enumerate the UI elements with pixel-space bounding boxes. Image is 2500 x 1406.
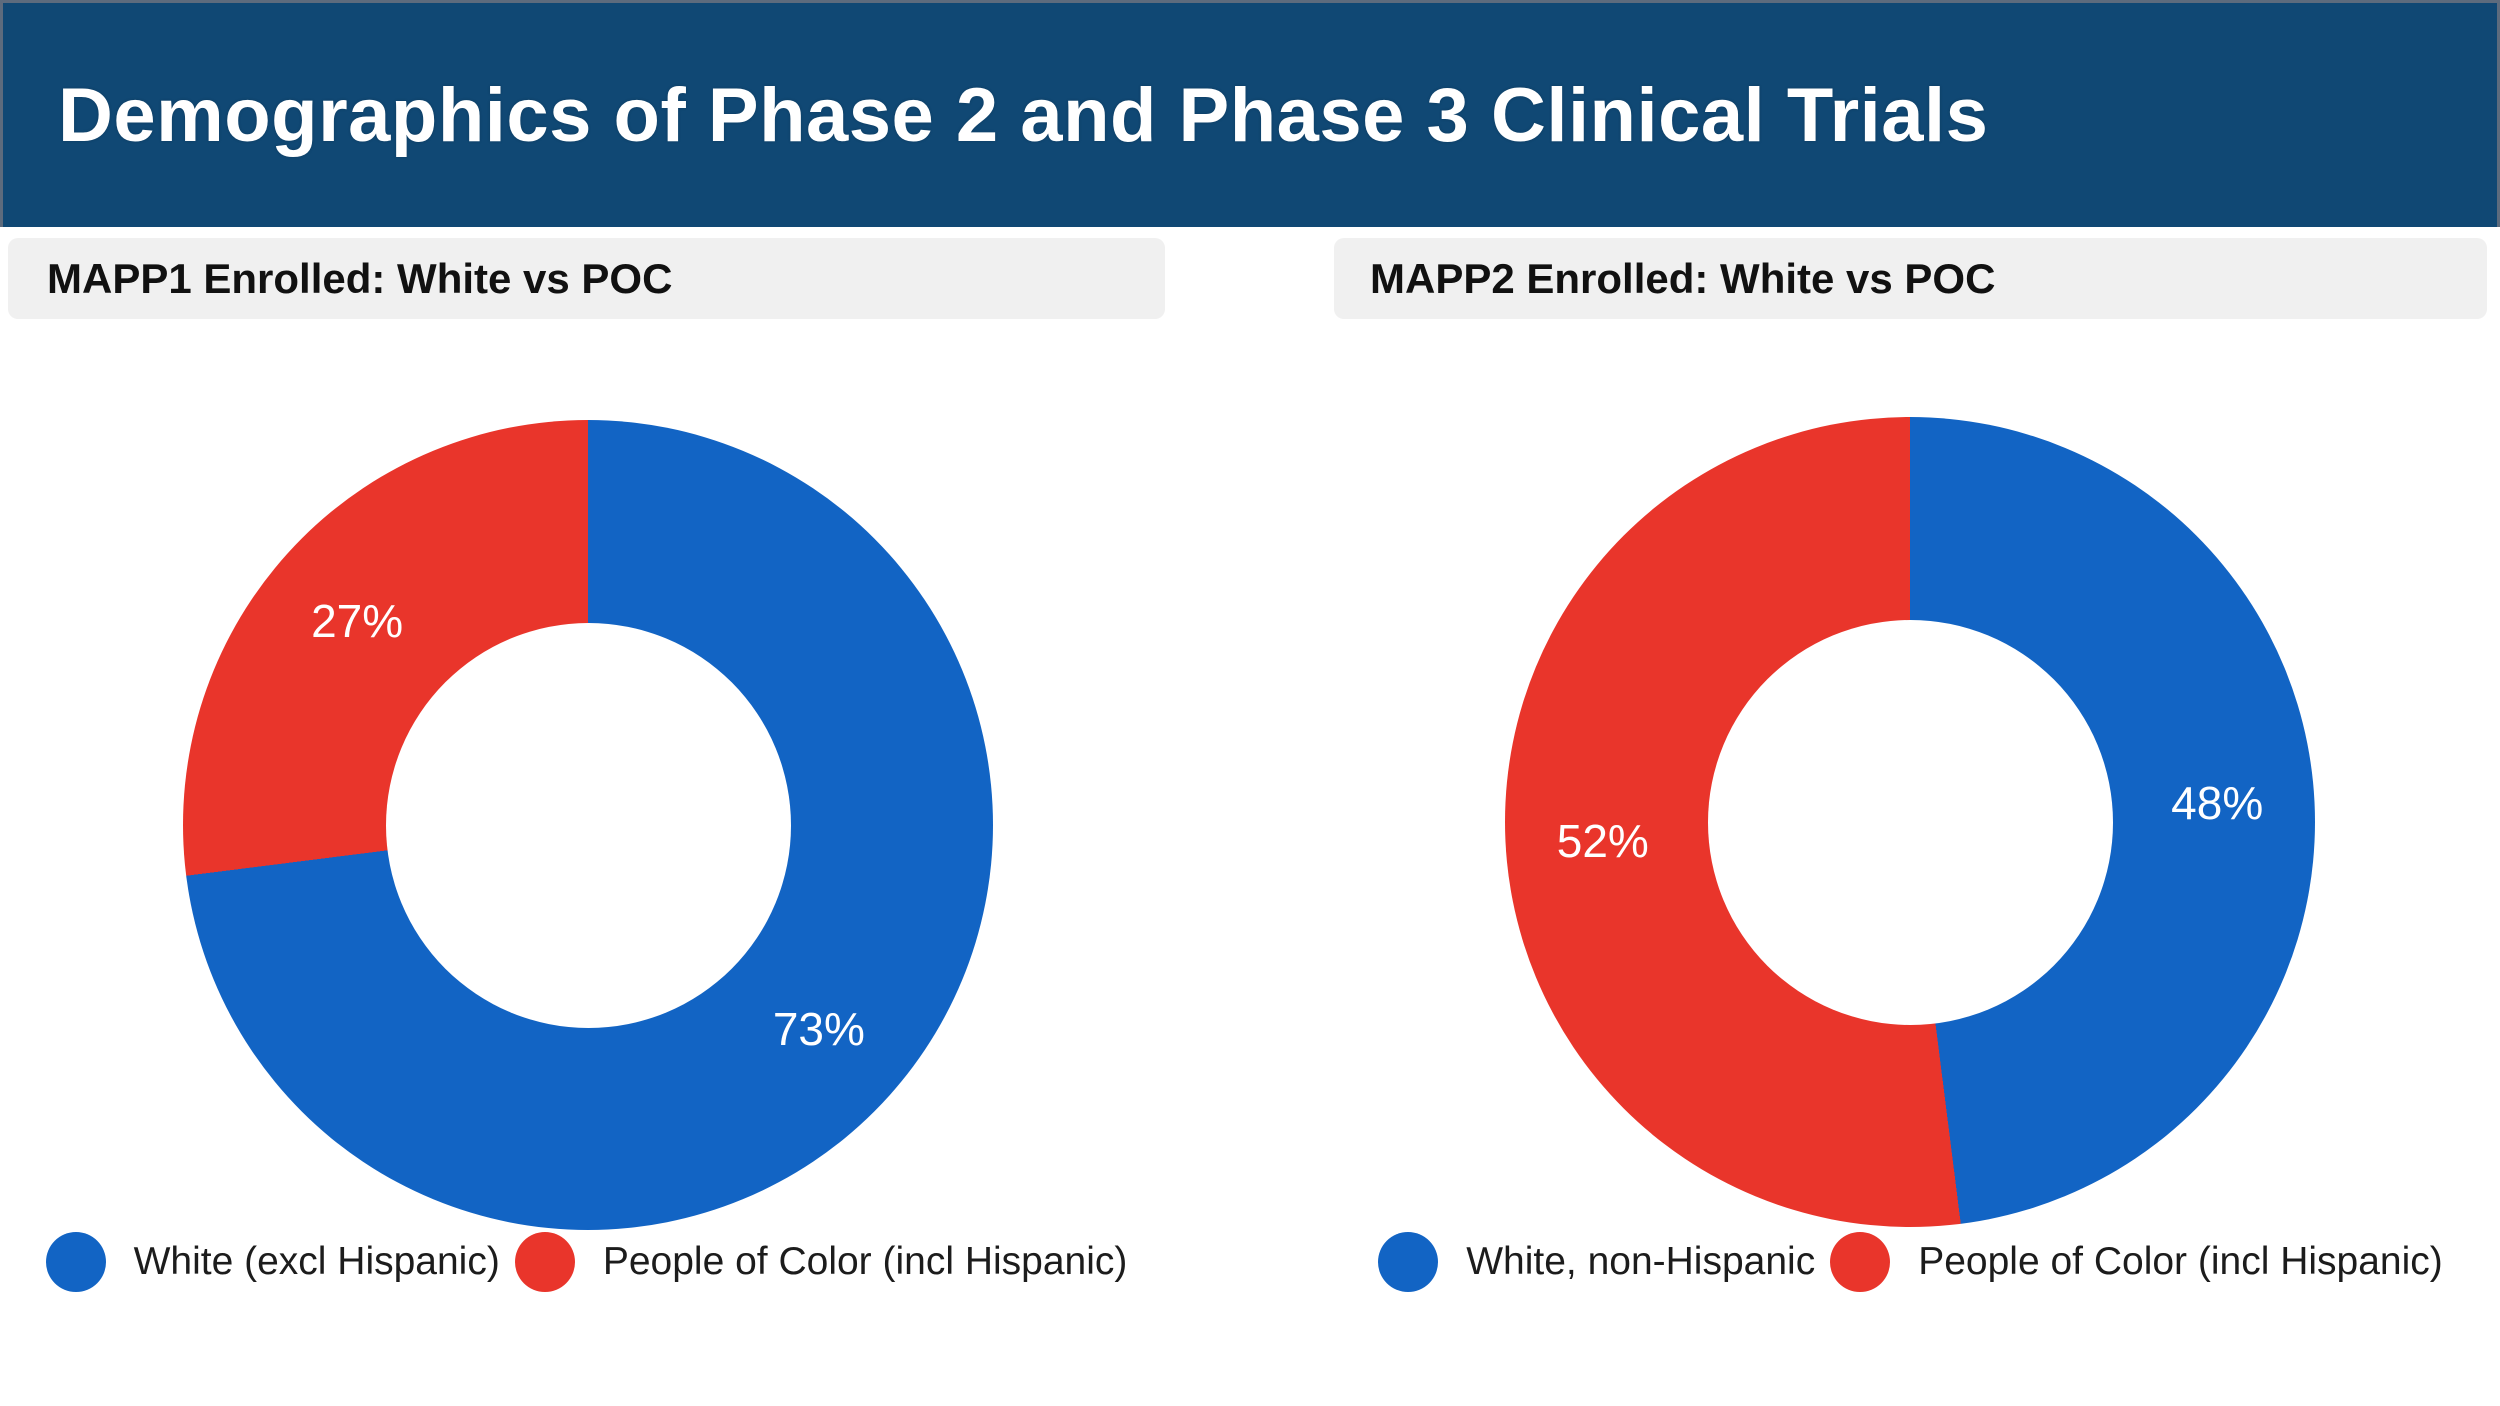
donut-hole	[385, 622, 791, 1028]
slice-label: 48%	[2171, 776, 2264, 829]
legend-swatch-red	[514, 1232, 575, 1292]
page-title: Demographics of Phase 2 and Phase 3 Clin…	[58, 72, 1989, 158]
slice-label: 27%	[311, 595, 404, 648]
section-header-mapp1: MAPP1 Enrolled: White vs POC	[8, 238, 1165, 319]
donut-hole	[1707, 619, 2113, 1025]
section-header-mapp2: MAPP2 Enrolled: White vs POC	[1334, 238, 2487, 319]
donut-chart: 48% 52%	[1505, 417, 2315, 1227]
slice-label: 52%	[1556, 815, 1649, 868]
legend-mapp1: White (excl Hispanic) People of Color (i…	[8, 1230, 1165, 1294]
slice-label: 73%	[772, 1002, 865, 1055]
legend-item: People of Color (incl Hispanic)	[514, 1232, 1128, 1292]
legend-swatch-blue	[1378, 1232, 1439, 1292]
legend-label: People of Color (incl Hispanic)	[1918, 1240, 2443, 1283]
slide-title-banner: Demographics of Phase 2 and Phase 3 Clin…	[0, 0, 2500, 227]
legend-label: White (excl Hispanic)	[133, 1240, 500, 1283]
section-header-label: MAPP2 Enrolled: White vs POC	[1370, 254, 1996, 302]
legend-item: White (excl Hispanic)	[45, 1232, 500, 1292]
legend-label: White, non-Hispanic	[1466, 1240, 1816, 1283]
legend-swatch-red	[1830, 1232, 1891, 1292]
legend-item: People of Color (incl Hispanic)	[1830, 1232, 2443, 1292]
donut-chart: 73% 27%	[183, 420, 993, 1230]
legend-item: White, non-Hispanic	[1378, 1232, 1815, 1292]
legend-mapp2: White, non-Hispanic People of Color (inc…	[1334, 1230, 2487, 1294]
legend-label: People of Color (incl Hispanic)	[602, 1240, 1128, 1283]
legend-swatch-blue	[45, 1232, 106, 1292]
section-header-label: MAPP1 Enrolled: White vs POC	[47, 254, 673, 302]
